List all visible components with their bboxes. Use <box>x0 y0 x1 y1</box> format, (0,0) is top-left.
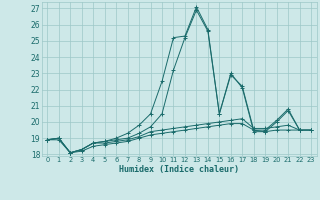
X-axis label: Humidex (Indice chaleur): Humidex (Indice chaleur) <box>119 165 239 174</box>
